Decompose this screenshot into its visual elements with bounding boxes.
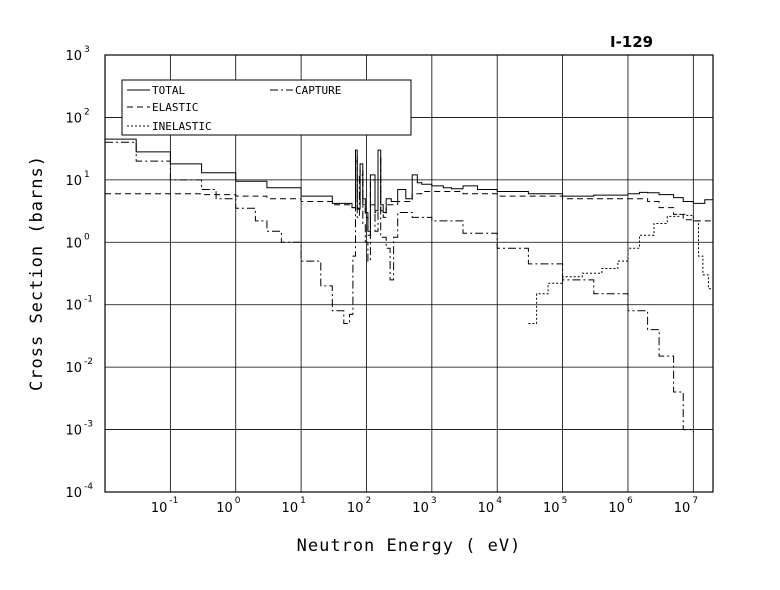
x-tick-exponent: 2 bbox=[365, 496, 371, 506]
y-tick-exponent: 0 bbox=[84, 232, 90, 242]
x-tick-label: 10 3 bbox=[412, 496, 436, 516]
legend-box bbox=[121, 79, 412, 136]
y-tick-base: 10 bbox=[65, 174, 82, 189]
y-tick-exponent: -3 bbox=[84, 420, 93, 430]
legend-label-inelastic: INELASTIC bbox=[152, 120, 212, 133]
series-elastic-line bbox=[105, 154, 714, 236]
y-tick-label: 10 -3 bbox=[65, 420, 93, 439]
legend-label-elastic: ELASTIC bbox=[152, 101, 198, 114]
y-tick-label: 10 -2 bbox=[65, 357, 93, 376]
x-tick-base: 10 bbox=[608, 501, 625, 516]
x-tick-exponent: 0 bbox=[235, 496, 241, 506]
x-tick-base: 10 bbox=[347, 501, 364, 516]
y-tick-label: 10 3 bbox=[65, 45, 89, 64]
series-inelastic-line bbox=[528, 213, 714, 324]
y-tick-base: 10 bbox=[65, 424, 82, 439]
x-tick-base: 10 bbox=[478, 501, 495, 516]
y-tick-label: 10 1 bbox=[65, 170, 89, 189]
x-tick-label: 10 -1 bbox=[151, 496, 179, 516]
legend-label-total: TOTAL bbox=[152, 84, 185, 97]
y-tick-exponent: 3 bbox=[84, 45, 90, 55]
x-tick-base: 10 bbox=[412, 501, 429, 516]
y-tick-base: 10 bbox=[65, 299, 82, 314]
x-tick-base: 10 bbox=[543, 501, 560, 516]
x-tick-label: 10 2 bbox=[347, 496, 371, 516]
series-total-line bbox=[105, 138, 714, 232]
x-tick-base: 10 bbox=[674, 501, 691, 516]
x-tick-base: 10 bbox=[151, 501, 168, 516]
legend: TOTAL ELASTIC INELASTIC CAPTURE bbox=[121, 79, 412, 136]
y-tick-base: 10 bbox=[65, 236, 82, 251]
y-tick-base: 10 bbox=[65, 361, 82, 376]
legend-label-capture: CAPTURE bbox=[295, 84, 341, 97]
y-tick-exponent: 1 bbox=[84, 170, 90, 180]
y-tick-label: 10 0 bbox=[65, 232, 90, 251]
x-tick-base: 10 bbox=[216, 501, 233, 516]
series-capture-line bbox=[105, 141, 694, 433]
x-tick-label: 10 4 bbox=[478, 496, 503, 516]
x-tick-label: 10 5 bbox=[543, 496, 567, 516]
y-tick-label: 10 2 bbox=[65, 107, 89, 126]
x-tick-exponent: -1 bbox=[169, 496, 178, 506]
y-tick-exponent: -4 bbox=[84, 482, 93, 492]
x-tick-exponent: 3 bbox=[431, 496, 437, 506]
y-tick-label: 10 -1 bbox=[65, 295, 93, 314]
x-tick-exponent: 6 bbox=[627, 496, 633, 506]
y-tick-exponent: -1 bbox=[84, 295, 93, 305]
x-tick-exponent: 4 bbox=[496, 496, 502, 506]
x-tick-label: 10 0 bbox=[216, 496, 241, 516]
y-tick-base: 10 bbox=[65, 486, 82, 501]
y-tick-label: 10 -4 bbox=[65, 482, 93, 501]
y-tick-base: 10 bbox=[65, 49, 82, 64]
x-tick-label: 10 6 bbox=[608, 496, 633, 516]
y-tick-exponent: 2 bbox=[84, 107, 90, 117]
x-tick-exponent: 7 bbox=[692, 496, 698, 506]
x-tick-base: 10 bbox=[282, 501, 299, 516]
chart-title: I-129 bbox=[610, 33, 653, 51]
tick-labels: 10 -1 10 0 10 1 10 2 10 3 10 4 10 5 10 6 10 710 -410 -310 -2… bbox=[65, 45, 698, 516]
x-tick-label: 10 7 bbox=[674, 496, 698, 516]
x-axis-title: Neutron Energy ( eV) bbox=[297, 536, 522, 556]
y-tick-base: 10 bbox=[65, 111, 82, 126]
x-tick-exponent: 1 bbox=[300, 496, 306, 506]
x-tick-exponent: 5 bbox=[562, 496, 568, 506]
x-tick-label: 10 1 bbox=[282, 496, 306, 516]
y-tick-exponent: -2 bbox=[84, 357, 93, 367]
y-axis-title: Cross Section (barns) bbox=[27, 155, 47, 391]
plot-area-border bbox=[104, 54, 714, 493]
series-group bbox=[105, 138, 714, 433]
